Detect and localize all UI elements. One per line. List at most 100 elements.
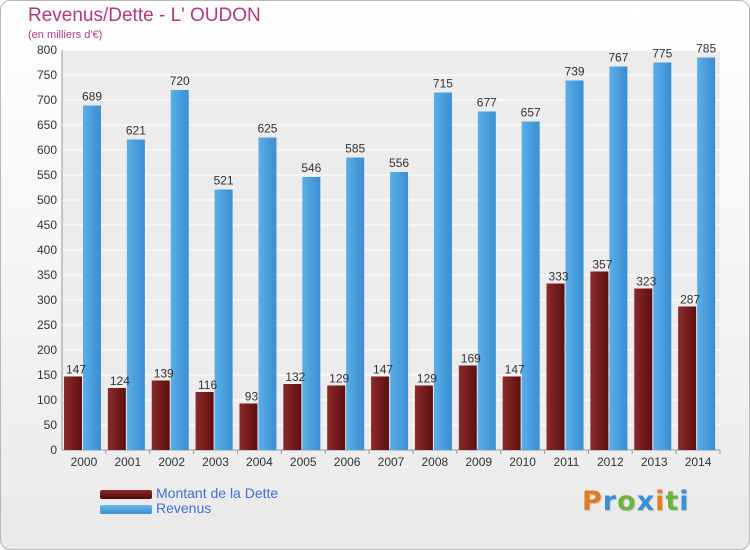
logo-letter: x [636,486,656,517]
data-label-dette: 323 [636,275,656,289]
data-label-revenus: 625 [257,122,277,136]
data-label-dette: 169 [461,352,481,366]
x-tick-label: 2008 [422,455,449,469]
bar-dette [458,365,477,450]
bar-dette [546,283,565,450]
x-tick-label: 2005 [290,455,317,469]
data-label-dette: 139 [154,367,174,381]
chart-subtitle: (en milliers d'€) [28,29,103,41]
bar-revenus [126,139,145,450]
bar-dette [64,376,82,450]
logo-letter: o [617,486,637,517]
y-tick-label: 50 [44,418,58,432]
y-tick-label: 250 [37,318,57,332]
x-tick-label: 2001 [114,455,141,469]
data-label-dette: 93 [245,390,259,404]
data-label-dette: 287 [680,293,700,307]
data-label-dette: 129 [417,372,437,386]
x-tick-label: 2011 [554,455,580,469]
data-label-revenus: 677 [477,96,497,110]
logo-letter: r [602,486,618,517]
legend-swatch-dette [100,489,152,499]
data-label-revenus: 585 [345,142,365,156]
x-tick-label: 2012 [597,455,624,469]
bar-dette [327,385,346,450]
y-tick-label: 650 [37,118,57,132]
data-label-dette: 147 [66,363,86,377]
data-label-revenus: 621 [126,124,146,138]
bar-dette [107,388,126,450]
bar-dette [414,385,433,450]
x-tick-label: 2007 [378,455,405,469]
data-label-dette: 333 [549,270,569,284]
data-label-dette: 129 [329,372,349,386]
legend-item-dette: Montant de la Dette [100,486,278,501]
bar-revenus [346,157,365,450]
y-tick-label: 0 [50,443,57,457]
bar-revenus [521,121,540,450]
logo-letter: i [679,486,690,517]
chart-title: Revenus/Dette - L' OUDON [28,5,261,26]
x-tick-label: 2003 [202,455,229,469]
legend-swatch-revenus [100,504,152,514]
logo-letter: P [582,486,603,517]
y-tick-label: 150 [37,368,57,382]
data-label-revenus: 556 [389,156,409,170]
data-label-revenus: 775 [652,47,672,61]
y-tick-label: 750 [37,68,57,82]
data-label-dette: 147 [373,363,393,377]
x-tick-label: 2014 [685,455,712,469]
data-label-revenus: 767 [608,51,628,65]
data-label-revenus: 739 [565,65,585,79]
y-tick-label: 700 [37,93,57,107]
y-tick-label: 600 [37,143,57,157]
bar-dette [371,376,390,450]
y-tick-label: 300 [37,293,57,307]
legend-label-dette: Montant de la Dette [156,485,279,501]
bar-revenus [83,105,101,450]
bar-dette [634,288,653,450]
data-label-dette: 132 [285,370,305,384]
bar-revenus [170,90,189,450]
bar-revenus [433,92,452,450]
x-tick-label: 2006 [334,455,361,469]
data-label-dette: 124 [110,374,130,388]
bar-revenus [302,177,321,450]
y-tick-label: 500 [37,193,57,207]
bar-dette [283,384,302,450]
x-tick-label: 2013 [641,455,668,469]
y-tick-label: 550 [37,168,57,182]
bar-revenus [477,111,496,450]
y-tick-label: 450 [37,218,57,232]
y-tick-label: 200 [37,343,57,357]
data-label-revenus: 785 [696,42,716,56]
data-label-dette: 147 [505,363,525,377]
bar-revenus [390,172,409,450]
logo-letter: i [655,486,666,517]
data-label-revenus: 546 [301,161,321,175]
bar-dette [239,403,258,450]
y-tick-label: 100 [37,393,57,407]
bar-revenus [258,137,277,450]
logo-letter: t [665,486,680,517]
bar-dette [678,306,697,450]
data-label-revenus: 715 [433,77,453,91]
bar-dette [195,392,214,450]
data-label-dette: 357 [592,258,612,272]
x-tick-label: 2000 [71,455,98,469]
bar-revenus [214,189,233,450]
proxiti-logo: Proxiti [582,486,690,517]
y-tick-label: 350 [37,268,57,282]
y-tick-label: 400 [37,243,57,257]
bar-dette [151,380,170,450]
legend-label-revenus: Revenus [156,500,212,516]
x-tick-label: 2010 [509,455,536,469]
bar-revenus [697,57,716,450]
data-label-revenus: 521 [214,174,234,188]
bar-dette [502,376,521,450]
bar-revenus [653,62,672,450]
bar-revenus [565,80,584,450]
bar-revenus [609,66,628,450]
legend: Montant de la Dette Revenus [100,486,278,516]
